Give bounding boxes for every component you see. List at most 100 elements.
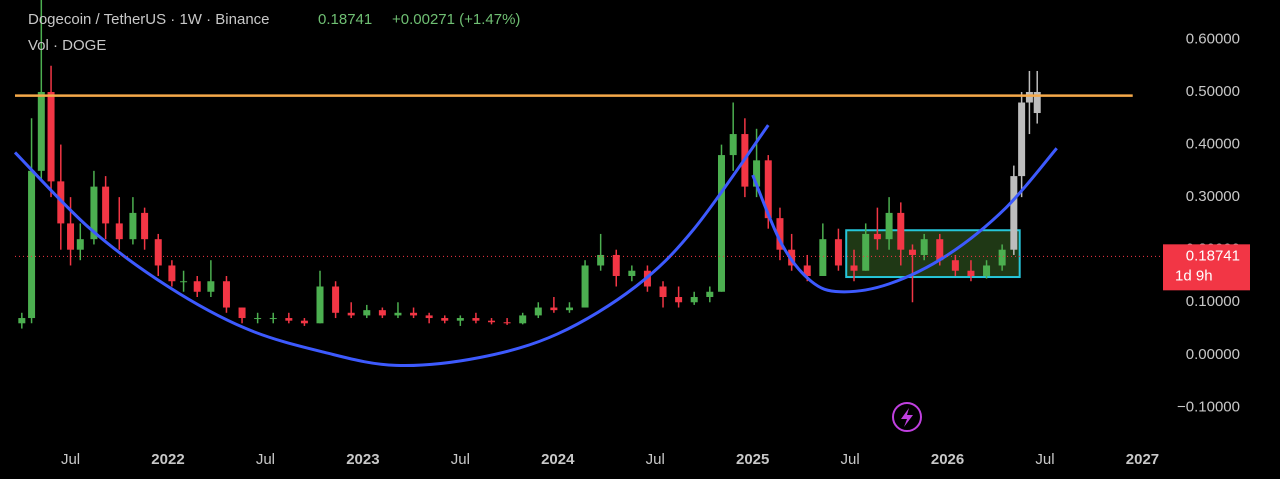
price-tag-value: 0.18741 [1186, 247, 1240, 264]
cup-curve [13, 124, 770, 367]
candle-body [612, 254, 620, 276]
subtitle: Vol · DOGE [28, 37, 106, 54]
x-tick-label: 2024 [541, 451, 575, 468]
candle-body [897, 212, 905, 250]
candle-body [873, 233, 881, 240]
x-tick-label: Jul [1035, 451, 1054, 468]
x-tick-label: 2025 [736, 451, 769, 468]
y-tick-label: 0.60000 [1186, 30, 1240, 47]
candle-body [18, 318, 26, 324]
candle-body [47, 91, 55, 182]
x-tick-label: 2022 [151, 451, 184, 468]
candle-body [168, 265, 176, 282]
header: Dogecoin / TetherUS · 1W · Binance 0.187… [28, 11, 520, 54]
y-tick-label: 0.50000 [1186, 83, 1240, 100]
x-tick-label: 2026 [931, 451, 964, 468]
candle-body [141, 212, 149, 240]
candle-body [37, 91, 45, 171]
candle-body [675, 297, 683, 303]
candle-body [597, 254, 605, 266]
last-price: 0.18741 [318, 11, 372, 28]
range-box [845, 229, 1021, 279]
candle-body [998, 249, 1006, 266]
candle-body [456, 318, 464, 321]
candle-body [753, 160, 761, 187]
candle-body [534, 307, 542, 316]
price-tag-countdown: 1d 9h [1175, 267, 1213, 284]
candle-body [76, 239, 84, 250]
candle-body [967, 270, 975, 276]
candle-body [254, 318, 262, 320]
candle-body [803, 265, 811, 276]
candle-body [441, 318, 449, 321]
cup-curve [751, 147, 1058, 294]
candle-body [67, 223, 75, 250]
candle-body [154, 239, 162, 266]
candle-body [207, 281, 215, 292]
candle-body [300, 320, 308, 324]
candle-body [519, 315, 527, 324]
x-tick-label: 2027 [1126, 451, 1159, 468]
candle-body [936, 239, 944, 261]
candle-body [764, 160, 772, 219]
candle-body [690, 297, 698, 303]
candle-body [581, 265, 589, 308]
candle-body [550, 307, 558, 311]
candle-body [1033, 91, 1041, 114]
candle-body [819, 239, 827, 276]
y-tick-label: 0.10000 [1186, 293, 1240, 310]
candle-body [347, 312, 355, 316]
candle-body [285, 318, 293, 321]
candle-body [885, 212, 893, 240]
candle-body [115, 223, 123, 240]
y-tick-label: 0.40000 [1186, 136, 1240, 153]
x-tick-label: Jul [451, 451, 470, 468]
candle-body [628, 270, 636, 276]
y-tick-label: −0.10000 [1177, 398, 1240, 415]
candle-body [28, 170, 36, 319]
x-tick-label: 2023 [346, 451, 379, 468]
candle-body [410, 312, 418, 316]
candle-body [850, 265, 858, 271]
x-tick-label: Jul [61, 451, 80, 468]
y-tick-label: 0.00000 [1186, 346, 1240, 363]
candle-body [729, 134, 737, 156]
candle-body [706, 291, 714, 298]
candle-body [834, 239, 842, 266]
candle-body [394, 312, 402, 316]
candle-body [951, 260, 959, 271]
candle-body [472, 318, 480, 321]
candle-body [193, 281, 201, 292]
candle-body [222, 281, 230, 308]
candle-body [1010, 176, 1018, 250]
candle-body [332, 286, 340, 313]
x-tick-label: Jul [841, 451, 860, 468]
y-tick-label: 0.30000 [1186, 188, 1240, 205]
candle-body [717, 155, 725, 292]
candle-body [488, 320, 496, 323]
price-change: +0.00271 (+1.47%) [392, 11, 520, 28]
candle-body [378, 310, 386, 316]
candle-body [363, 310, 371, 316]
candle-body [1018, 102, 1026, 177]
x-tick-label: Jul [256, 451, 275, 468]
candle-body [180, 281, 188, 283]
candle-body [425, 315, 433, 319]
candle-body [129, 212, 137, 240]
candle-body [238, 307, 246, 319]
candle-body [920, 239, 928, 255]
candle-body [102, 186, 110, 224]
candle-body [316, 286, 324, 324]
candle-body [565, 307, 573, 311]
candle-body [90, 186, 98, 240]
candle-body [983, 265, 991, 276]
candle-body [269, 318, 277, 320]
x-tick-label: Jul [646, 451, 665, 468]
candle-body [776, 218, 784, 250]
candle-body [908, 249, 916, 255]
alert-icon[interactable] [892, 402, 922, 432]
candle-body [659, 286, 667, 298]
